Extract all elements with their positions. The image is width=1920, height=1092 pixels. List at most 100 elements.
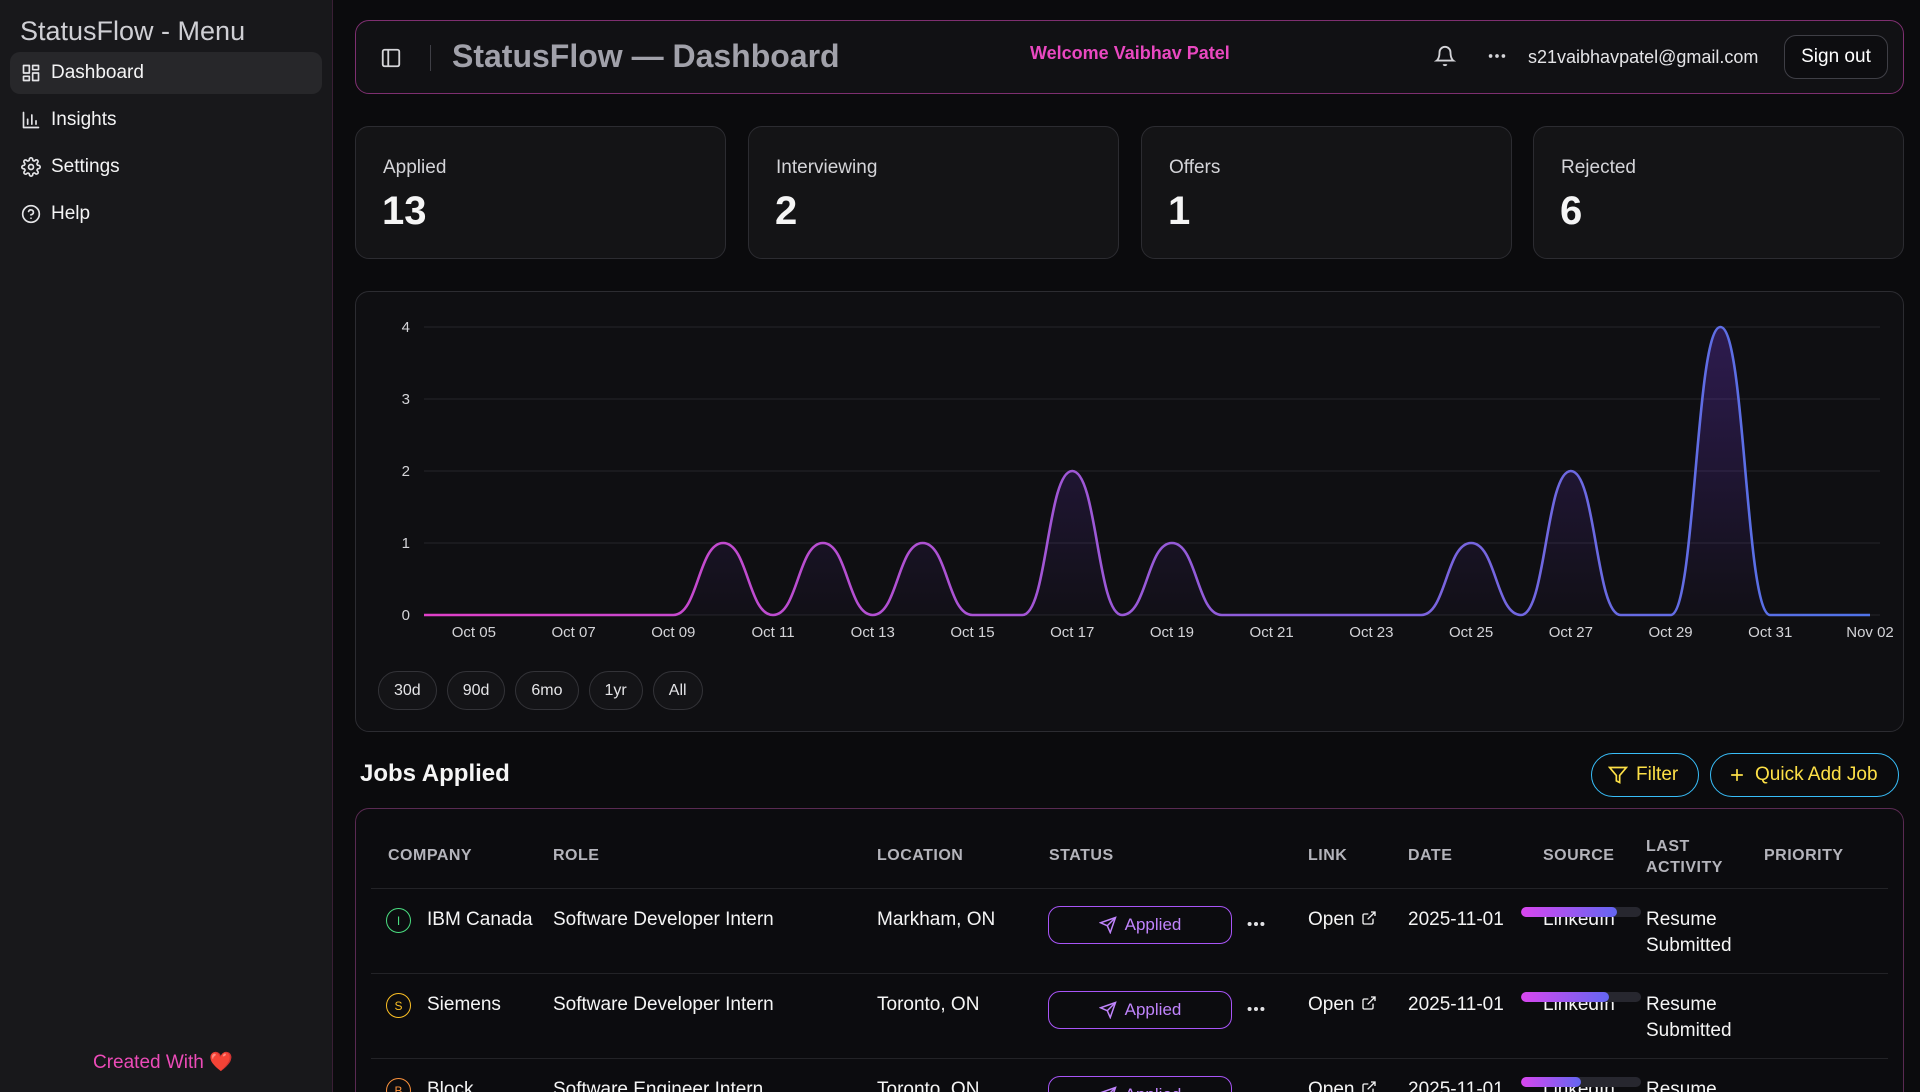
data-point[interactable]	[1618, 612, 1624, 618]
open-link[interactable]: Open	[1308, 907, 1377, 933]
data-point[interactable]	[969, 612, 975, 618]
open-link-label: Open	[1308, 909, 1355, 930]
data-point[interactable]	[670, 612, 676, 618]
column-header-role[interactable]: ROLE	[553, 847, 600, 864]
status-pill[interactable]: Applied	[1048, 991, 1232, 1029]
column-header-link[interactable]: LINK	[1308, 847, 1348, 864]
send-icon	[1098, 1001, 1117, 1019]
data-point[interactable]	[1867, 612, 1873, 618]
data-point[interactable]	[820, 540, 826, 546]
page-title: StatusFlow — Dashboard	[452, 38, 840, 74]
quick-add-job-button[interactable]: Quick Add Job	[1710, 753, 1899, 797]
sidebar: StatusFlow - Menu Dashboard Insights Set…	[0, 0, 333, 1092]
bell-icon[interactable]	[1433, 45, 1458, 69]
data-point[interactable]	[1319, 612, 1325, 618]
priority-fill	[1521, 907, 1617, 917]
x-tick-label: Oct 29	[1648, 624, 1692, 641]
last-activity-cell: Resume Submitted	[1646, 909, 1732, 956]
data-point[interactable]	[870, 612, 876, 618]
column-header-priority[interactable]: PRIORITY	[1764, 847, 1844, 864]
external-link-icon	[1361, 1078, 1377, 1092]
sidebar-item-settings[interactable]: Settings	[10, 146, 322, 188]
x-tick-label: Oct 15	[950, 624, 994, 641]
data-point[interactable]	[521, 612, 527, 618]
send-icon	[1098, 916, 1117, 934]
company-cell: Block	[427, 1079, 474, 1092]
data-point[interactable]	[1717, 324, 1723, 330]
column-header-location[interactable]: LOCATION	[877, 847, 964, 864]
status-pill[interactable]: Applied	[1048, 906, 1232, 944]
stat-value: 13	[382, 189, 427, 233]
data-point[interactable]	[1219, 612, 1225, 618]
more-options-icon[interactable]	[1486, 45, 1510, 69]
y-tick-label: 0	[402, 607, 410, 624]
sidebar-item-insights[interactable]: Insights	[10, 99, 322, 141]
quick-add-label: Quick Add Job	[1755, 764, 1878, 785]
stat-card-interviewing: Interviewing 2	[748, 126, 1119, 259]
table-row[interactable]: B Block Software Engineer Intern Toronto, O…	[371, 1059, 1888, 1092]
data-point[interactable]	[421, 612, 427, 618]
priority-fill	[1521, 992, 1609, 1002]
data-point[interactable]	[471, 612, 477, 618]
last-activity-cell: Resume Submitted	[1646, 994, 1732, 1041]
data-point[interactable]	[1418, 612, 1424, 618]
filter-button[interactable]: Filter	[1591, 753, 1699, 797]
data-point[interactable]	[1019, 612, 1025, 618]
range-button-30d[interactable]: 30d	[378, 671, 437, 710]
data-point[interactable]	[1269, 612, 1275, 618]
row-more-icon[interactable]	[1245, 1083, 1267, 1092]
created-with-footer: Created With ❤️	[93, 1052, 233, 1073]
range-button-6mo[interactable]: 6mo	[515, 671, 579, 710]
welcome-text: Welcome Vaibhav Patel	[1030, 43, 1230, 63]
role-cell: Software Developer Intern	[553, 994, 774, 1015]
data-point[interactable]	[1568, 468, 1574, 474]
column-header-company[interactable]: COMPANY	[388, 847, 473, 864]
x-tick-label: Oct 11	[751, 624, 794, 641]
stat-value: 6	[1560, 189, 1583, 233]
data-point[interactable]	[1368, 612, 1374, 618]
status-label: Applied	[1124, 1000, 1182, 1019]
table-header-divider	[371, 888, 1888, 889]
external-link-icon	[1361, 908, 1377, 925]
range-button-90d[interactable]: 90d	[446, 671, 506, 710]
data-point[interactable]	[1169, 540, 1175, 546]
table-row[interactable]: S Siemens Software Developer Intern Toronto…	[371, 974, 1888, 1059]
status-pill[interactable]: Applied	[1048, 1076, 1232, 1092]
x-tick-label: Oct 27	[1549, 624, 1593, 641]
sidebar-item-dashboard[interactable]: Dashboard	[10, 52, 322, 94]
open-link[interactable]: Open	[1308, 1077, 1377, 1092]
data-point[interactable]	[720, 540, 726, 546]
data-point[interactable]	[1468, 540, 1474, 546]
data-point[interactable]	[620, 612, 626, 618]
data-point[interactable]	[920, 540, 926, 546]
filter-icon	[1608, 766, 1628, 784]
sidebar-item-label: Help	[51, 203, 91, 224]
data-point[interactable]	[1668, 612, 1674, 618]
open-link[interactable]: Open	[1308, 992, 1377, 1018]
table-row[interactable]: I IBM Canada Software Developer Intern Mark…	[371, 889, 1888, 974]
column-header-source[interactable]: SOURCE	[1543, 847, 1615, 864]
column-header-status[interactable]: STATUS	[1049, 847, 1114, 864]
sign-out-button[interactable]: Sign out	[1784, 35, 1888, 79]
y-tick-label: 2	[402, 463, 410, 480]
column-header-date[interactable]: DATE	[1408, 847, 1453, 864]
sidebar-toggle-icon[interactable]	[380, 47, 402, 69]
data-point[interactable]	[1119, 612, 1125, 618]
row-more-icon[interactable]	[1245, 913, 1267, 935]
priority-bar	[1521, 907, 1641, 917]
data-point[interactable]	[1069, 468, 1075, 474]
company-initial-badge: S	[386, 993, 411, 1018]
range-button-1yr[interactable]: 1yr	[588, 671, 643, 710]
column-header-last-activity[interactable]: LAST ACTIVITY	[1646, 838, 1723, 876]
range-button-all[interactable]: All	[652, 671, 703, 710]
data-point[interactable]	[1817, 612, 1823, 618]
row-more-icon[interactable]	[1245, 998, 1267, 1020]
sidebar-item-help[interactable]: Help	[10, 193, 322, 235]
data-point[interactable]	[1518, 612, 1524, 618]
stat-label: Interviewing	[776, 157, 878, 178]
data-point[interactable]	[770, 612, 776, 618]
data-point[interactable]	[1767, 612, 1773, 618]
stat-card-rejected: Rejected 6	[1533, 126, 1904, 259]
y-tick-label: 1	[402, 535, 410, 552]
data-point[interactable]	[571, 612, 577, 618]
